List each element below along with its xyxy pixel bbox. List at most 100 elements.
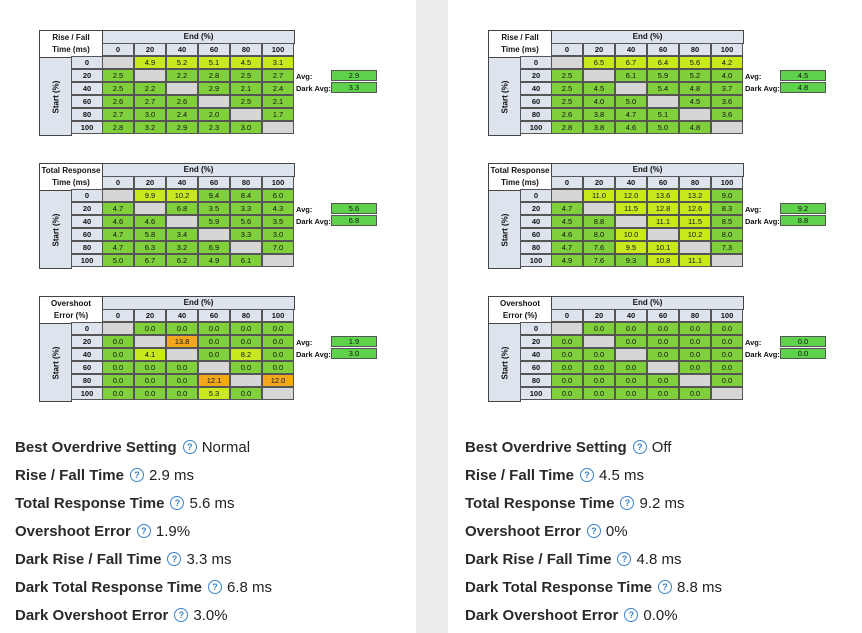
result-value: 1.9%	[155, 522, 191, 540]
table-cell: 4.6	[615, 121, 647, 134]
result-label: Dark Rise / Fall Time	[465, 550, 612, 568]
table-cell	[262, 254, 294, 267]
avg-label: Avg:	[745, 338, 762, 347]
table-cell: 10.8	[647, 254, 679, 267]
column-header: 0	[102, 309, 134, 322]
help-icon[interactable]: ?	[170, 496, 185, 510]
table-cell: 4.5	[679, 95, 711, 108]
help-icon[interactable]: ?	[632, 440, 647, 454]
help-icon[interactable]: ?	[658, 580, 673, 594]
row-header: 100	[520, 387, 552, 400]
result-row: Dark Rise / Fall Time? 3.3 ms	[15, 545, 272, 573]
table-cell: 2.1	[262, 95, 294, 108]
table-cell: 3.7	[711, 82, 743, 95]
help-icon[interactable]: ?	[208, 580, 223, 594]
table-cell: 11.0	[583, 189, 615, 202]
row-header: 60	[71, 228, 103, 241]
help-icon[interactable]: ?	[174, 608, 189, 622]
table-cell: 11.1	[679, 254, 711, 267]
start-percent-label: Start (%)	[500, 213, 509, 246]
help-icon[interactable]: ?	[136, 524, 151, 538]
result-value: 3.0%	[193, 606, 228, 624]
result-row: Rise / Fall Time? 2.9 ms	[15, 461, 272, 489]
help-icon[interactable]: ?	[586, 524, 601, 538]
table-cell: 0.0	[262, 322, 294, 335]
avg-label: Avg:	[296, 205, 313, 214]
table-cell: 6.5	[583, 56, 615, 69]
row-header: 40	[520, 215, 552, 228]
table-cell: 5.2	[679, 69, 711, 82]
table-cell: 0.0	[198, 335, 230, 348]
table-cell: 9.3	[615, 254, 647, 267]
table-cell: 2.7	[262, 69, 294, 82]
column-header: 20	[583, 43, 615, 56]
row-header: 100	[71, 254, 103, 267]
dark-avg-value: 3.0	[331, 348, 377, 359]
table-cell: 4.8	[679, 121, 711, 134]
avg-label: Avg:	[296, 338, 313, 347]
result-label: Overshoot Error	[465, 522, 581, 540]
table-cell: 5.9	[647, 69, 679, 82]
row-header: 100	[520, 121, 552, 134]
table-cell: 3.1	[262, 56, 294, 69]
table-cell: 4.1	[134, 348, 166, 361]
help-icon[interactable]: ?	[579, 468, 594, 482]
table-cell: 10.2	[679, 228, 711, 241]
table-cell: 2.5	[551, 69, 583, 82]
help-icon[interactable]: ?	[167, 552, 182, 566]
row-header: 0	[520, 56, 552, 69]
result-label: Dark Overshoot Error	[15, 606, 169, 624]
table-cell: 8.0	[711, 228, 743, 241]
column-header: 100	[711, 43, 743, 56]
help-icon[interactable]: ?	[620, 496, 635, 510]
table-cell: 4.2	[711, 56, 743, 69]
start-percent-header: Start (%)	[39, 323, 72, 402]
help-icon[interactable]: ?	[182, 440, 197, 454]
table-cell: 4.6	[102, 215, 134, 228]
column-header: 20	[583, 309, 615, 322]
table-title: Overshoot Error (%)	[488, 296, 552, 324]
rise-fall-time-table: Rise / Fall Time (ms) End (%) 0 20 40 60 80 100…	[39, 30, 379, 140]
help-icon[interactable]: ?	[617, 552, 632, 566]
column-header: 100	[262, 176, 294, 189]
table-cell: 0.0	[262, 348, 294, 361]
table-cell: 0.0	[198, 322, 230, 335]
result-value: 0%	[605, 522, 628, 540]
row-header: 80	[520, 108, 552, 121]
result-value: 4.5 ms	[598, 466, 644, 484]
avg-value: 5.6	[331, 203, 377, 214]
result-label: Rise / Fall Time	[465, 466, 574, 484]
table-cell: 3.6	[711, 108, 743, 121]
table-cell	[711, 387, 743, 400]
help-icon[interactable]: ?	[624, 608, 639, 622]
table-cell: 0.0	[583, 387, 615, 400]
column-header: 40	[615, 43, 647, 56]
table-title: Rise / Fall Time (ms)	[488, 30, 552, 58]
column-header: 80	[679, 176, 711, 189]
end-percent-header: End (%)	[102, 163, 295, 177]
row-header: 40	[520, 82, 552, 95]
avg-value: 1.9	[331, 336, 377, 347]
table-cell: 6.9	[198, 241, 230, 254]
column-header: 20	[583, 176, 615, 189]
table-cell: 0.0	[583, 348, 615, 361]
help-icon[interactable]: ?	[129, 468, 144, 482]
column-header: 60	[647, 176, 679, 189]
table-cell: 4.7	[551, 202, 583, 215]
table-cell: 0.0	[583, 322, 615, 335]
table-title: Total Response Time (ms)	[488, 163, 552, 191]
table-cell: 0.0	[647, 374, 679, 387]
table-cell	[102, 189, 134, 202]
table-cell: 0.0	[711, 374, 743, 387]
result-value: 5.6 ms	[189, 494, 235, 512]
table-cell: 2.8	[551, 121, 583, 134]
result-row: Dark Overshoot Error? 0.0%	[465, 601, 722, 629]
table-cell: 3.5	[198, 202, 230, 215]
dark-avg-value: 4.8	[780, 82, 826, 93]
table-cell: 5.3	[198, 387, 230, 400]
end-percent-header: End (%)	[551, 296, 744, 310]
left-result-panel: Rise / Fall Time (ms) End (%) 0 20 40 60 80 100…	[0, 0, 416, 633]
table-cell	[679, 108, 711, 121]
table-cell: 3.2	[134, 121, 166, 134]
table-cell: 4.0	[583, 95, 615, 108]
